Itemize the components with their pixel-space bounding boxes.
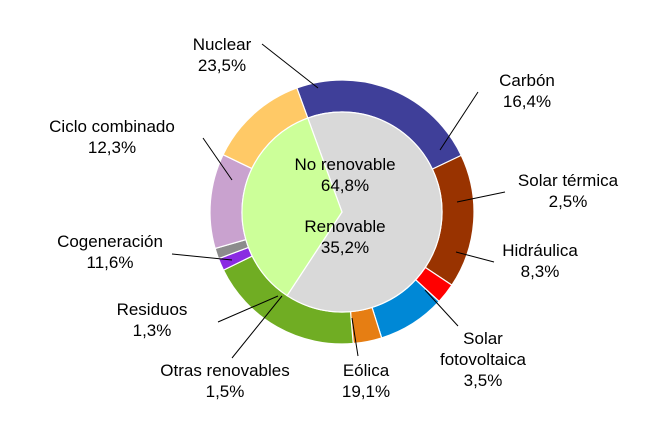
- leader-line-residuos: [217, 295, 279, 323]
- slice-labels: Nuclear 23,5% Carbón 16,4% Solar térmica 2,5%…: [49, 35, 618, 401]
- label-hidraulica: Hidráulica: [502, 241, 578, 260]
- value-label-solar-fotovoltaica: 3,5%: [464, 371, 503, 390]
- center-labels: No renovable 64,8% Renovable 35,2%: [294, 155, 395, 257]
- value-label-eolica: 19,1%: [342, 382, 390, 401]
- leader-line-otras-renovables: [231, 295, 283, 359]
- leader-line-carbon: [439, 91, 479, 151]
- label-solar-fotovoltaica-line-2: fotovoltaica: [440, 350, 527, 369]
- label-solar-fotovoltaica-line-1: Solar: [463, 329, 503, 348]
- label-eolica: Eólica: [343, 361, 390, 380]
- label-otras-renovables: Otras renovables: [160, 361, 289, 380]
- value-label-ciclo-combinado: 12,3%: [88, 138, 136, 157]
- center-value-no-renovable: 64,8%: [321, 176, 369, 195]
- value-label-carbon: 16,4%: [503, 92, 551, 111]
- leader-line-nuclear: [261, 43, 319, 89]
- inner-slice-no-renovable: [286, 111, 443, 313]
- leader-line-eolica: [351, 317, 359, 357]
- value-label-solar-termica: 2,5%: [549, 192, 588, 211]
- inner-slice-renovable: [241, 117, 343, 297]
- leader-line-solar-termica: [456, 191, 506, 203]
- value-label-otras-renovables: 1,5%: [206, 382, 245, 401]
- value-label-residuos: 1,3%: [133, 321, 172, 340]
- center-value-renovable: 35,2%: [321, 238, 369, 257]
- value-label-nuclear: 23,5%: [198, 56, 246, 75]
- label-residuos: Residuos: [117, 300, 188, 319]
- label-carbon: Carbón: [499, 71, 555, 90]
- center-label-renovable: Renovable: [304, 217, 385, 236]
- label-solar-termica: Solar térmica: [518, 171, 619, 190]
- leader-line-cogeneracion: [171, 253, 233, 261]
- value-label-cogeneracion: 11,6%: [87, 253, 134, 272]
- inner-ring: [241, 111, 443, 313]
- center-label-no-renovable: No renovable: [294, 155, 395, 174]
- leader-line-hidraulica: [455, 251, 495, 263]
- value-label-hidraulica: 8,3%: [521, 262, 560, 281]
- leader-line-ciclo-combinado: [202, 137, 233, 181]
- leader-line-solar-fotovoltaica: [424, 289, 459, 327]
- leader-lines: [171, 43, 506, 359]
- label-ciclo-combinado: Ciclo combinado: [49, 117, 175, 136]
- label-nuclear: Nuclear: [193, 35, 252, 54]
- label-cogeneracion: Cogeneración: [57, 232, 163, 251]
